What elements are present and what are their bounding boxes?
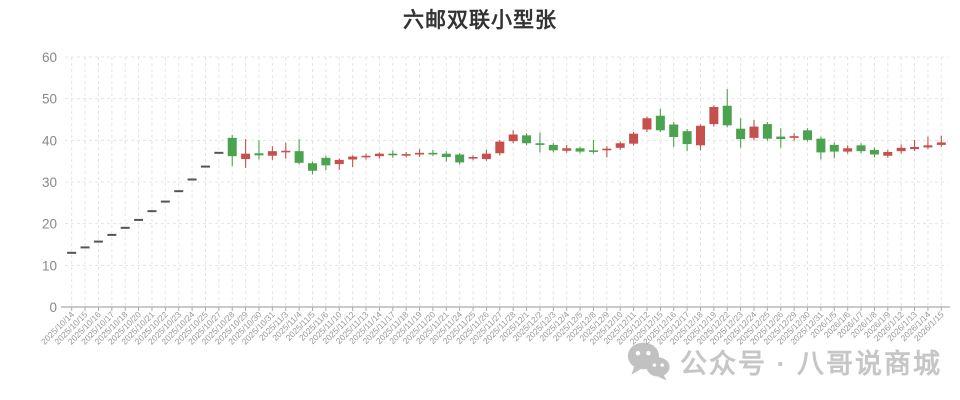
candle-body (415, 152, 425, 155)
flat-price-dash (214, 151, 224, 154)
candle-body (856, 145, 866, 152)
candle-body (923, 145, 933, 148)
flat-price-dash (160, 200, 170, 203)
flat-price-dash (80, 246, 90, 249)
candle-body (896, 147, 906, 152)
candle-body (910, 147, 920, 150)
candle-body (816, 138, 826, 153)
candle-body (441, 153, 451, 157)
candle-body (803, 130, 813, 140)
candle-body (642, 118, 652, 130)
candle-body (776, 136, 786, 140)
candle-body (241, 153, 251, 160)
candle-body (361, 155, 371, 158)
candle-body (829, 144, 839, 152)
candle-body (522, 135, 532, 144)
candle-body (401, 154, 411, 156)
candle-body (695, 125, 705, 146)
page-title: 六邮双联小型张 (403, 9, 557, 32)
candle-body (334, 159, 344, 165)
candle-body (308, 163, 318, 171)
candle-body (294, 151, 304, 163)
flat-price-dash (174, 190, 184, 193)
candle-body (321, 157, 331, 166)
flat-price-dash (93, 240, 103, 243)
candle-body (281, 150, 291, 153)
candle-body (789, 136, 799, 138)
candle-body (869, 149, 879, 155)
y-axis-label: 50 (42, 92, 57, 107)
candle-body (722, 105, 732, 126)
candle-body (548, 144, 558, 151)
candle-body (843, 148, 853, 152)
candle-body (749, 126, 759, 138)
candle-body (267, 151, 277, 156)
candle-body (709, 107, 719, 125)
candle-body (655, 115, 665, 131)
candle-body (936, 142, 946, 145)
candle-body (682, 131, 692, 145)
candle-body (348, 156, 358, 160)
y-axis-label: 10 (42, 258, 57, 273)
candle-body (629, 133, 639, 144)
candle-body (575, 148, 585, 152)
candle-body (254, 153, 264, 156)
flat-price-dash (134, 218, 144, 221)
flat-price-dash (200, 165, 210, 168)
flat-price-dash (120, 226, 130, 229)
candle-body (602, 148, 612, 151)
y-axis-label: 60 (42, 50, 57, 65)
candle-body (495, 141, 505, 154)
candle-body (535, 143, 545, 145)
candle-body (762, 124, 772, 139)
flat-price-dash (67, 251, 77, 254)
candle-body (428, 152, 438, 155)
candle-body (468, 157, 478, 159)
y-axis-label: 40 (42, 133, 57, 148)
candle-body (883, 152, 893, 156)
candle-body (562, 148, 572, 151)
y-axis-label: 20 (42, 217, 57, 232)
y-axis-label: 30 (42, 175, 57, 190)
y-axis-label: 0 (49, 300, 57, 315)
candle-body (227, 137, 237, 157)
candle-body (615, 143, 625, 148)
candle-body (374, 153, 384, 157)
candle-body (455, 154, 465, 163)
candle-body (388, 153, 398, 156)
candle-body (481, 153, 491, 160)
candle-body (736, 128, 746, 140)
candle-body (508, 134, 518, 142)
flat-price-dash (147, 210, 157, 213)
flat-price-dash (107, 233, 117, 236)
candle-body (669, 124, 679, 137)
candle-body (588, 150, 598, 152)
flat-price-dash (187, 178, 197, 181)
